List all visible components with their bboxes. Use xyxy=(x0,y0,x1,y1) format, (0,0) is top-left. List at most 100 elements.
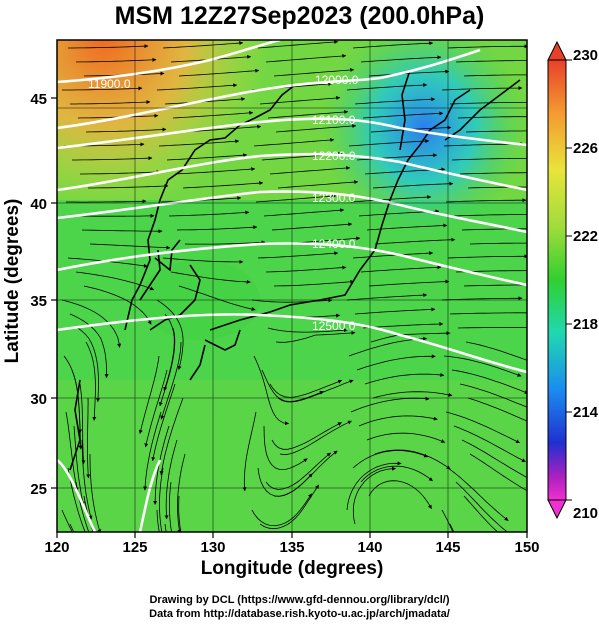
contour-12300 xyxy=(57,190,527,234)
contour-edge2 xyxy=(138,459,162,532)
colorbar-tick-222: 222 xyxy=(573,228,598,245)
streamline xyxy=(360,55,442,63)
streamline xyxy=(358,415,438,427)
streamline xyxy=(255,194,337,203)
streamline xyxy=(467,397,527,422)
grid xyxy=(57,40,527,532)
y-tick-35: 35 xyxy=(30,293,47,310)
x-tick-145: 145 xyxy=(435,539,460,556)
colorbar: 230 226 222 218 214 210 xyxy=(547,40,599,522)
colorbar-tick-214: 214 xyxy=(573,404,599,421)
colorbar-tick-230: 230 xyxy=(573,47,598,64)
streamline xyxy=(257,251,339,259)
streamline xyxy=(158,139,240,147)
contour-label-12100: 12100.0 xyxy=(312,113,356,127)
contour-12000 xyxy=(57,48,481,130)
streamline xyxy=(368,480,432,510)
streamline xyxy=(441,296,523,301)
x-tick-150: 150 xyxy=(514,539,539,556)
streamline xyxy=(85,127,167,133)
streamline xyxy=(89,243,171,250)
streamline xyxy=(170,271,251,284)
contour-label-12500: 12500.0 xyxy=(312,319,356,333)
page-title: MSM 12Z27Sep2023 (200.0hPa) xyxy=(114,2,485,30)
streamline xyxy=(465,341,527,361)
streamline xyxy=(263,425,308,471)
streamline xyxy=(89,454,102,532)
streamline xyxy=(66,199,147,204)
streamline xyxy=(461,439,527,479)
streamline xyxy=(178,68,260,77)
streamline xyxy=(144,369,168,448)
streamline xyxy=(177,453,186,532)
credit-drawing: Drawing by DCL (https://www.gfd-dennou.o… xyxy=(149,594,450,606)
streamline xyxy=(253,137,335,147)
y-tick-25: 25 xyxy=(30,481,47,498)
streamline xyxy=(451,158,527,161)
streamline xyxy=(257,40,339,49)
x-tick-135: 135 xyxy=(279,539,304,556)
streamline xyxy=(169,481,172,532)
streamline xyxy=(138,355,160,434)
streamline xyxy=(352,251,434,259)
streamline xyxy=(354,97,436,105)
streamline xyxy=(178,495,182,532)
streamline xyxy=(374,449,451,470)
streamline xyxy=(269,166,351,175)
streamline xyxy=(463,74,527,77)
streamline xyxy=(346,293,428,301)
streamline xyxy=(162,257,244,264)
streamline xyxy=(463,284,527,287)
streamline xyxy=(447,254,527,259)
streamline xyxy=(61,299,122,348)
streamline xyxy=(362,111,444,119)
streamline xyxy=(277,180,359,189)
credit-data: Data from http://database.rish.kyoto-u.a… xyxy=(149,608,450,620)
streamline xyxy=(364,372,445,385)
contour-lines xyxy=(57,40,527,532)
streamline xyxy=(273,279,355,287)
streamline xyxy=(455,60,527,63)
streamline xyxy=(81,229,163,234)
streamline xyxy=(71,369,83,450)
streamline xyxy=(445,411,520,444)
streamline xyxy=(159,467,164,532)
streamline xyxy=(176,225,258,231)
streamline xyxy=(352,450,429,469)
streamline xyxy=(267,327,348,333)
streamline xyxy=(75,271,155,291)
streamline xyxy=(85,341,97,421)
streamline xyxy=(449,310,527,315)
streamline xyxy=(453,425,526,463)
streamline xyxy=(469,242,527,245)
axis-ticks xyxy=(51,97,528,538)
streamline xyxy=(69,313,109,379)
streamline xyxy=(372,181,454,189)
x-tick-labels: 120 125 130 135 140 145 150 xyxy=(44,539,539,556)
streamline xyxy=(73,425,85,506)
x-axis-label: Longitude (degrees) xyxy=(200,558,384,579)
streamline xyxy=(265,265,347,273)
contour-label-11900: 11900.0 xyxy=(88,77,131,91)
contour-12100 xyxy=(57,117,527,150)
streamline xyxy=(72,156,153,161)
streamline xyxy=(151,383,176,462)
contour-11900 xyxy=(57,40,281,84)
streamline xyxy=(83,285,152,325)
x-tick-125: 125 xyxy=(122,539,147,556)
streamline xyxy=(370,331,451,343)
streamline xyxy=(174,167,256,175)
streamline xyxy=(86,397,91,479)
streamline xyxy=(354,307,436,315)
contour-label-12300: 12300.0 xyxy=(312,191,356,205)
streamline xyxy=(368,279,450,287)
streamline xyxy=(352,41,434,49)
streamline xyxy=(88,184,169,189)
streamline xyxy=(447,467,509,521)
streamline xyxy=(143,411,162,491)
streamline xyxy=(465,130,527,133)
x-tick-140: 140 xyxy=(357,539,382,556)
streamline xyxy=(267,109,349,119)
contour-12200 xyxy=(57,152,527,192)
streamline xyxy=(457,327,527,329)
